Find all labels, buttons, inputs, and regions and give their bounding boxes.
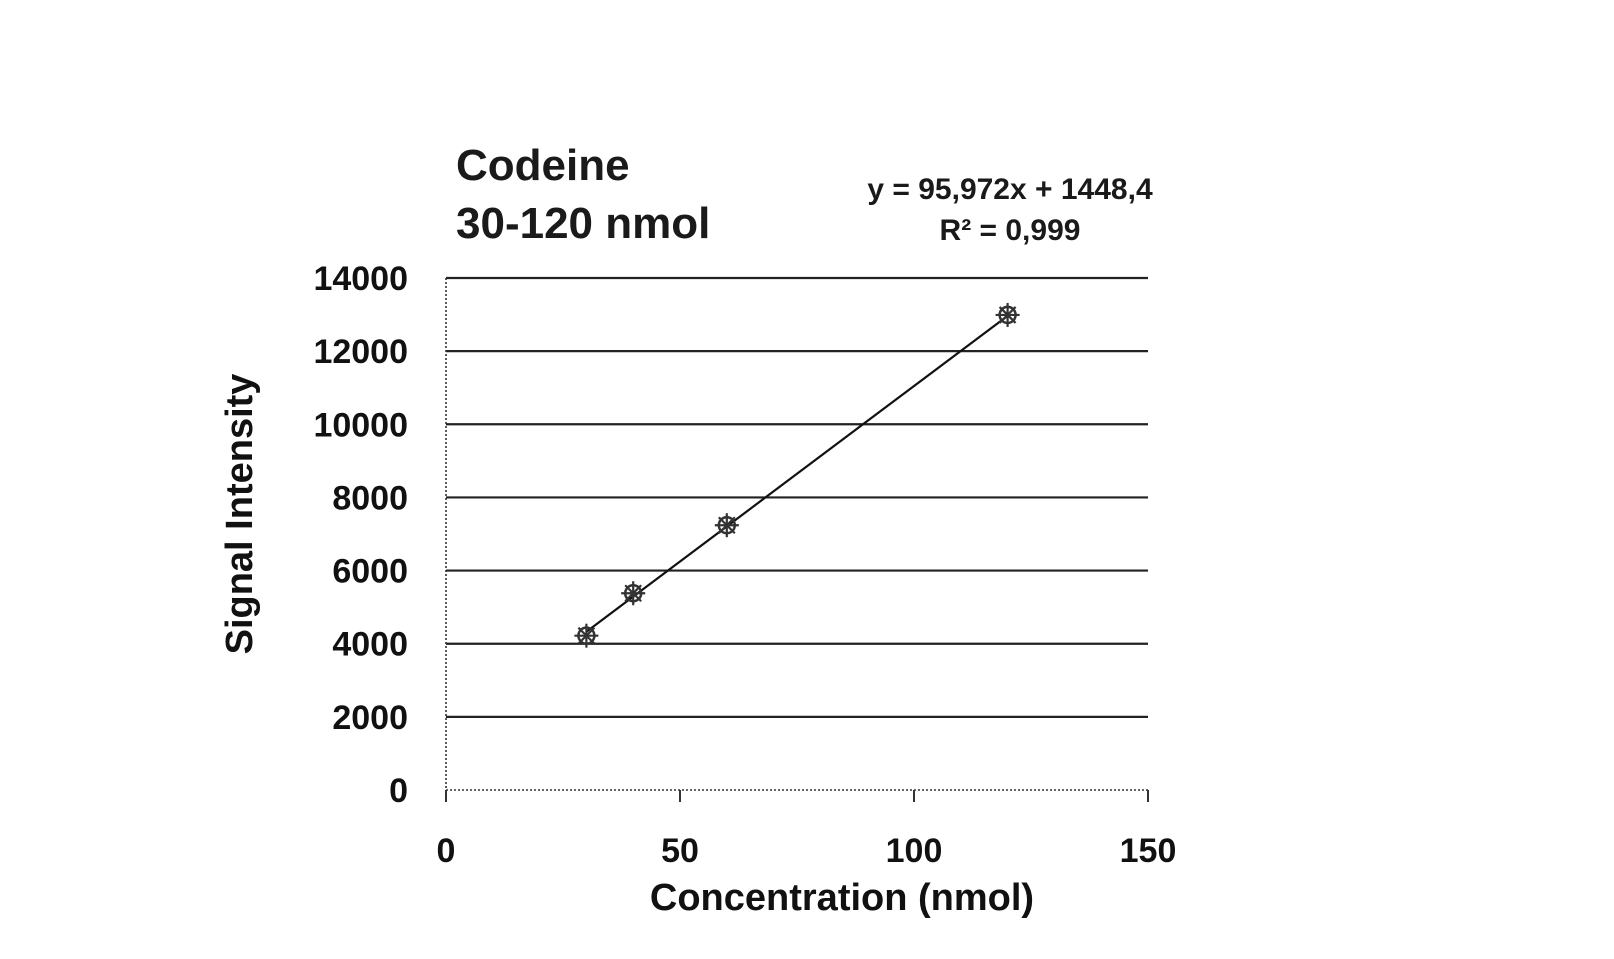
gridlines xyxy=(446,276,1148,718)
data-point xyxy=(574,623,599,648)
y-axis-label: Signal Intensity xyxy=(219,374,261,655)
data-point xyxy=(714,513,739,538)
chart-title-line-1: Codeine xyxy=(456,141,630,190)
data-point xyxy=(995,302,1020,327)
y-tick-label-6000: 6000 xyxy=(332,553,408,591)
data-point-cross-d2 xyxy=(718,516,736,535)
data-point-cross-d2 xyxy=(624,584,642,603)
y-tick-label-2000: 2000 xyxy=(332,699,408,737)
y-tick-label-8000: 8000 xyxy=(332,479,408,517)
trendline-equation: y = 95,972x + 1448,4 xyxy=(867,173,1153,206)
data-points xyxy=(574,302,1020,648)
y-tick-label-4000: 4000 xyxy=(332,626,408,664)
trendline-r-squared: R² = 0,999 xyxy=(940,214,1081,247)
x-tick-label-150: 150 xyxy=(1120,832,1177,870)
data-point-cross-d2 xyxy=(998,306,1017,324)
x-tick-labels: 0 50 100 150 xyxy=(437,832,1177,870)
data-point-cross-d2 xyxy=(577,626,596,645)
axes xyxy=(445,278,1149,802)
y-tick-label-0: 0 xyxy=(389,772,408,810)
y-tick-label-12000: 12000 xyxy=(313,333,408,371)
data-point xyxy=(621,581,646,606)
chart-title-line-2: 30-120 nmol xyxy=(456,199,710,248)
x-tick-label-100: 100 xyxy=(886,832,943,870)
trendline xyxy=(585,314,1009,633)
y-tick-labels: 0 2000 4000 6000 8000 10000 12000 14000 xyxy=(313,260,408,810)
trendline-layer xyxy=(585,314,1009,633)
y-tick-label-10000: 10000 xyxy=(313,406,408,444)
y-tick-label-14000: 14000 xyxy=(313,260,408,298)
x-axis-label: Concentration (nmol) xyxy=(650,877,1034,919)
x-tick-label-50: 50 xyxy=(661,832,699,870)
x-tick-label-0: 0 xyxy=(437,832,456,870)
